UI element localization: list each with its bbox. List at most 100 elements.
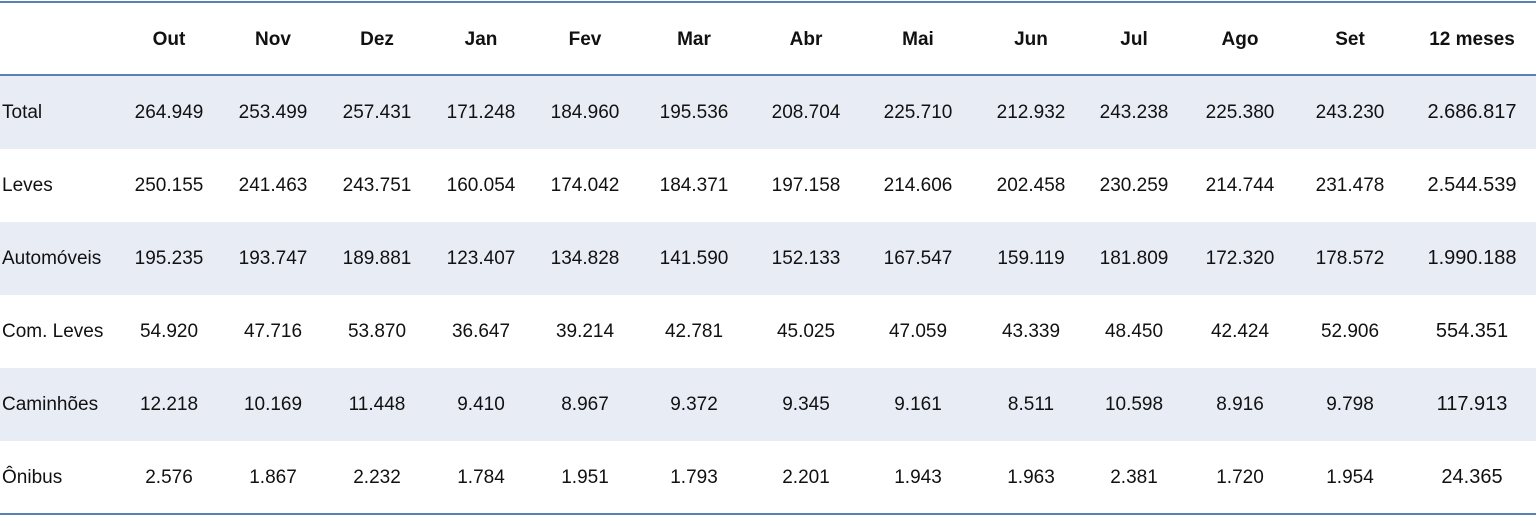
value-cell: 1.720 (1216, 467, 1264, 488)
value-cell: 193.747 (238, 248, 308, 269)
value-cell: 189.881 (342, 248, 412, 269)
value-cell: 1.990.188 (1427, 247, 1517, 269)
value-cell: 2.544.539 (1427, 174, 1517, 196)
value-cell: 230.259 (1099, 175, 1169, 196)
value-cell: 243.238 (1099, 102, 1169, 123)
row-label: Leves (2, 175, 53, 196)
value-cell: 9.161 (894, 394, 942, 415)
value-cell: 10.598 (1104, 394, 1164, 415)
column-header: Mar (677, 29, 711, 50)
column-header: Mai (902, 29, 934, 50)
value-cell: 243.230 (1315, 102, 1385, 123)
value-cell: 134.828 (550, 248, 620, 269)
value-cell: 554.351 (1435, 320, 1509, 342)
value-cell: 9.345 (782, 394, 830, 415)
column-header: 12 meses (1429, 29, 1515, 50)
row-label: Caminhões (2, 394, 99, 415)
value-cell: 202.458 (996, 175, 1066, 196)
column-header: Abr (789, 29, 823, 50)
value-cell: 2.201 (782, 467, 830, 488)
value-cell: 231.478 (1315, 175, 1385, 196)
value-cell: 184.371 (659, 175, 729, 196)
column-header: Out (152, 29, 186, 50)
value-cell: 117.913 (1436, 393, 1508, 415)
value-cell: 1.943 (894, 467, 942, 488)
value-cell: 250.155 (134, 175, 204, 196)
value-cell: 53.870 (347, 321, 407, 342)
value-cell: 43.339 (1001, 321, 1061, 342)
value-cell: 178.572 (1315, 248, 1385, 269)
value-cell: 8.511 (1007, 394, 1055, 415)
value-cell: 172.320 (1205, 248, 1275, 269)
value-cell: 11.448 (348, 394, 406, 415)
value-cell: 214.744 (1205, 175, 1275, 196)
column-header: Jun (1014, 29, 1048, 50)
row-label: Automóveis (2, 248, 102, 269)
row-label: Total (2, 102, 43, 123)
value-cell: 8.916 (1216, 394, 1264, 415)
value-cell: 9.410 (457, 394, 505, 415)
value-cell: 36.647 (451, 321, 511, 342)
value-cell: 12.218 (139, 394, 199, 415)
value-cell: 184.960 (550, 102, 620, 123)
value-cell: 257.431 (342, 102, 412, 123)
value-cell: 152.133 (771, 248, 841, 269)
value-cell: 1.784 (457, 467, 505, 488)
value-cell: 208.704 (771, 102, 841, 123)
value-cell: 1.963 (1007, 467, 1055, 488)
column-header: Ago (1221, 29, 1259, 50)
value-cell: 2.576 (145, 467, 193, 488)
value-cell: 9.798 (1326, 394, 1374, 415)
value-cell: 174.042 (550, 175, 620, 196)
value-cell: 212.932 (996, 102, 1066, 123)
value-cell: 243.751 (342, 175, 412, 196)
column-header: Set (1335, 29, 1365, 50)
value-cell: 42.781 (664, 321, 724, 342)
column-header: Jul (1120, 29, 1148, 50)
value-cell: 160.054 (446, 175, 516, 196)
value-cell: 1.793 (670, 467, 718, 488)
column-header: Dez (360, 29, 394, 50)
value-cell: 225.380 (1205, 102, 1275, 123)
bottom-border (0, 513, 1536, 515)
column-header: Jan (464, 29, 498, 50)
row-band (0, 222, 1536, 295)
top-border (0, 1, 1536, 3)
value-cell: 141.590 (659, 248, 729, 269)
value-cell: 167.547 (883, 248, 953, 269)
value-cell: 264.949 (134, 102, 204, 123)
row-label: Com. Leves (2, 321, 104, 342)
value-cell: 253.499 (238, 102, 308, 123)
value-cell: 197.158 (771, 175, 841, 196)
value-cell: 52.906 (1320, 321, 1380, 342)
value-cell: 48.450 (1104, 321, 1164, 342)
value-cell: 241.463 (238, 175, 308, 196)
value-cell: 8.967 (561, 394, 609, 415)
value-cell: 225.710 (883, 102, 953, 123)
column-header: Nov (255, 29, 291, 50)
row-band (0, 76, 1536, 149)
value-cell: 1.954 (1326, 467, 1374, 488)
value-cell: 10.169 (243, 394, 303, 415)
value-cell: 42.424 (1210, 321, 1270, 342)
value-cell: 47.059 (888, 321, 948, 342)
value-cell: 2.686.817 (1427, 101, 1517, 123)
value-cell: 181.809 (1099, 248, 1169, 269)
value-cell: 39.214 (555, 321, 615, 342)
value-cell: 195.536 (659, 102, 729, 123)
value-cell: 171.248 (446, 102, 516, 123)
row-band (0, 368, 1536, 441)
value-cell: 123.407 (446, 248, 516, 269)
value-cell: 2.232 (353, 467, 401, 488)
row-label: Ônibus (2, 467, 63, 488)
value-cell: 54.920 (139, 321, 199, 342)
value-cell: 195.235 (134, 248, 204, 269)
column-header: Fev (568, 29, 602, 50)
value-cell: 159.119 (997, 248, 1065, 269)
header-border (0, 74, 1536, 76)
value-cell: 9.372 (670, 394, 718, 415)
value-cell: 24.365 (1441, 466, 1503, 488)
value-cell: 1.867 (249, 467, 297, 488)
value-cell: 214.606 (883, 175, 953, 196)
